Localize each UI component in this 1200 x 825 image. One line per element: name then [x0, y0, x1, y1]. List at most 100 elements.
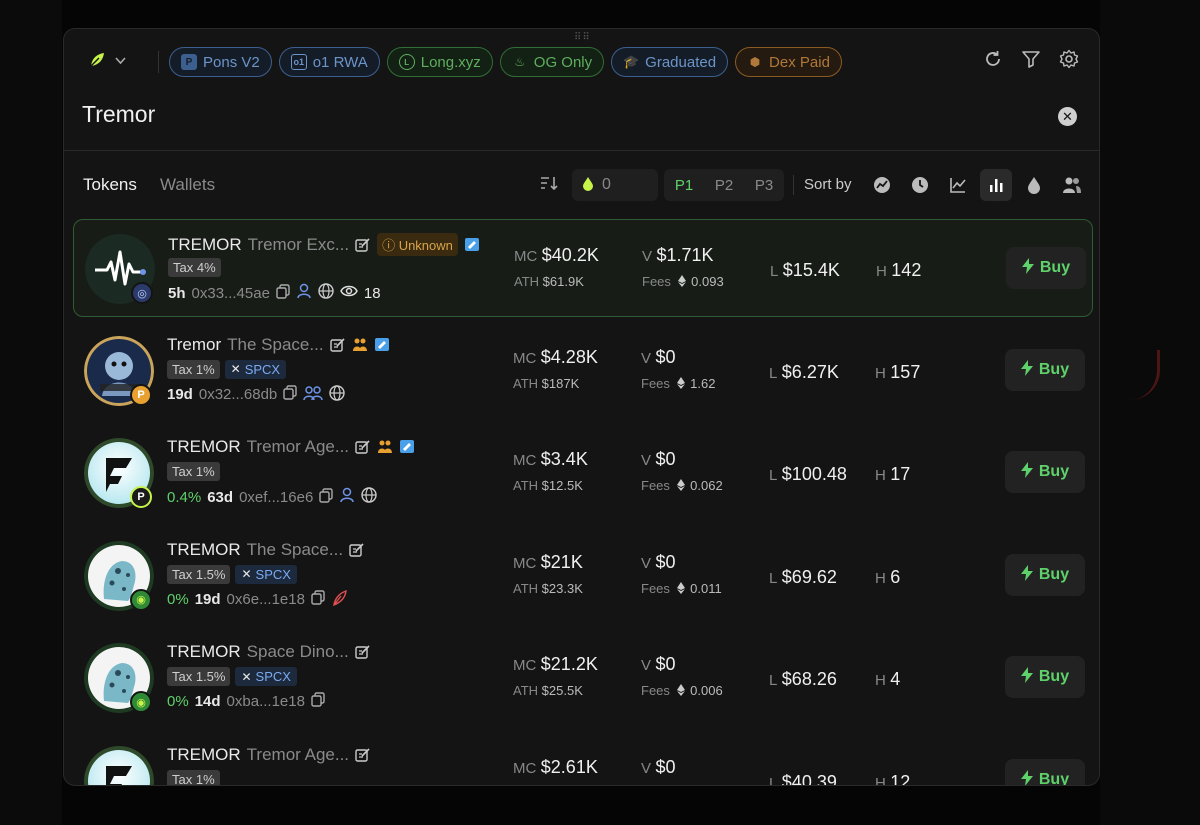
spcx-badge[interactable]: ✕ SPCX — [224, 359, 287, 379]
volume-label: V — [641, 657, 652, 674]
buy-amount-field[interactable]: 0 — [572, 169, 658, 201]
edit-note-icon[interactable] — [355, 237, 371, 253]
token-address[interactable]: 0x32...68db — [198, 386, 278, 403]
clear-search-icon[interactable]: ✕ — [1058, 107, 1077, 126]
token-row[interactable]: TREMOR Tremor Age... Tax 1% MC $2.61K V $0 L … — [73, 732, 1093, 785]
tab-tokens[interactable]: Tokens — [83, 175, 137, 194]
token-name: Space Dino... — [246, 642, 349, 661]
drag-handle-icon[interactable]: ⠿⠿ — [574, 32, 591, 43]
mc-value: $21K — [540, 551, 583, 572]
token-row[interactable]: ◉ TREMOR The Space... Tax 1.5% ✕ SPCX 0% 19d 0x6… — [73, 527, 1093, 625]
buy-button[interactable]: Buy — [1005, 553, 1085, 596]
refresh-icon[interactable] — [983, 49, 1003, 69]
filter-icon[interactable] — [1021, 49, 1041, 69]
token-row[interactable]: ◎ TREMOR Tremor Exc... ⓘ Unknown Tax 4% 5h 0x3… — [73, 219, 1093, 317]
token-name: The Space... — [246, 539, 344, 559]
mc-value: $21.2K — [540, 654, 598, 674]
sort-holders-icon[interactable] — [1056, 169, 1088, 201]
liquidity-value: $15.4K — [782, 260, 840, 280]
edit-note-icon[interactable] — [349, 542, 365, 558]
token-row[interactable]: P TREMOR Tremor Age... Tax 1% 0.4% 63d 0xef...… — [73, 424, 1093, 522]
spcx-badge[interactable]: ✕ SPCX — [235, 667, 297, 686]
holders-value: 142 — [891, 260, 922, 280]
liquidity-value: $6.27K — [781, 361, 839, 382]
copy-icon[interactable] — [311, 692, 325, 711]
background-left — [0, 0, 62, 825]
copy-icon[interactable] — [311, 590, 325, 609]
filter-chip-pons[interactable]: P Pons V2 — [169, 47, 272, 77]
leaf-logo-icon — [88, 51, 106, 74]
buy-button[interactable]: Buy — [1005, 348, 1085, 391]
volume-label: V — [641, 759, 652, 777]
fees: Fees 0.006 — [641, 683, 723, 698]
verified-icon — [399, 439, 415, 455]
globe-icon[interactable] — [329, 384, 345, 405]
sort-liquidity-drop-icon[interactable] — [1018, 169, 1050, 201]
buy-button[interactable]: Buy — [1005, 758, 1085, 785]
spcx-label: SPCX — [255, 669, 291, 684]
graduation-cap-icon: 🎓 — [623, 54, 640, 69]
filter-chip-dex[interactable]: ⬢ Dex Paid — [735, 47, 842, 77]
token-name: Tremor Age... — [246, 437, 350, 456]
community-icon[interactable] — [303, 385, 324, 405]
edit-note-icon[interactable] — [355, 439, 371, 455]
feather-icon[interactable] — [331, 589, 347, 610]
holders: H 157 — [875, 362, 920, 383]
liquidity: L $15.4K — [770, 260, 840, 281]
buy-button[interactable]: Buy — [1005, 451, 1085, 493]
globe-icon[interactable] — [318, 283, 334, 303]
background-chart-line — [1120, 350, 1160, 400]
token-row[interactable]: ◉ TREMOR Space Dino... Tax 1.5% ✕ SPCX 0% 14d 0x… — [73, 629, 1093, 727]
person-icon[interactable] — [296, 283, 312, 303]
search-input[interactable] — [82, 101, 882, 128]
sort-direction-icon[interactable] — [540, 175, 558, 195]
filter-chip-og[interactable]: ♨ OG Only — [499, 47, 605, 77]
sort-clock-icon[interactable] — [904, 169, 936, 201]
holders-value: 17 — [890, 464, 911, 484]
token-row[interactable]: P Tremor The Space... Tax 1% ✕ SPCX 19d 0x32...… — [73, 322, 1093, 420]
tab-wallets[interactable]: Wallets — [160, 175, 216, 194]
sort-options — [866, 169, 1088, 201]
edit-note-icon[interactable] — [355, 644, 371, 660]
copy-icon[interactable] — [319, 487, 333, 507]
divider — [793, 175, 794, 195]
filter-chip-grad[interactable]: 🎓 Graduated — [611, 47, 729, 77]
token-list: ◎ TREMOR Tremor Exc... ⓘ Unknown Tax 4% 5h 0x3… — [73, 219, 1093, 785]
edit-note-icon[interactable] — [355, 747, 371, 763]
mc-value: $40.2K — [541, 245, 599, 265]
token-age: 19d — [194, 591, 221, 608]
preset-p3[interactable]: P3 — [754, 176, 774, 194]
bolt-icon — [1020, 564, 1033, 585]
token-address[interactable]: 0xef...16e6 — [239, 488, 314, 506]
sort-bar-chart-icon[interactable] — [980, 169, 1012, 201]
buy-label: Buy — [1038, 565, 1070, 583]
buy-button[interactable]: Buy — [1005, 656, 1085, 698]
filter-chip-label: Long.xyz — [420, 53, 481, 71]
holders-label: H — [875, 672, 886, 689]
spcx-badge[interactable]: ✕ SPCX — [235, 564, 297, 584]
verified-icon — [374, 337, 390, 353]
tax-badge: Tax 1.5% — [167, 564, 231, 584]
gear-icon[interactable] — [1059, 49, 1079, 69]
filter-chip-o1[interactable]: o1 o1 RWA — [278, 47, 380, 77]
globe-icon[interactable] — [361, 487, 377, 507]
platform-badge-icon: ◎ — [131, 282, 153, 304]
buy-button[interactable]: Buy — [1006, 247, 1086, 289]
volume-label: V — [641, 349, 652, 367]
filter-chip-long[interactable]: L Long.xyz — [386, 47, 493, 77]
preset-p2[interactable]: P2 — [714, 176, 734, 194]
edit-note-icon[interactable] — [329, 337, 346, 353]
preset-p1[interactable]: P1 — [674, 176, 694, 194]
token-address[interactable]: 0x33...45ae — [191, 284, 270, 302]
copy-icon[interactable] — [283, 385, 297, 404]
sort-trending-icon[interactable] — [866, 169, 898, 201]
copy-icon[interactable] — [276, 283, 290, 303]
person-icon[interactable] — [339, 487, 355, 507]
token-address[interactable]: 0x6e...1e18 — [226, 591, 305, 608]
token-avatar[interactable] — [84, 745, 154, 785]
tax-badge: Tax 1% — [167, 462, 220, 481]
sort-line-chart-icon[interactable] — [942, 169, 974, 201]
platform-selector[interactable] — [88, 51, 158, 74]
bolt-icon — [1021, 258, 1034, 278]
token-address[interactable]: 0xba...1e18 — [226, 693, 305, 710]
